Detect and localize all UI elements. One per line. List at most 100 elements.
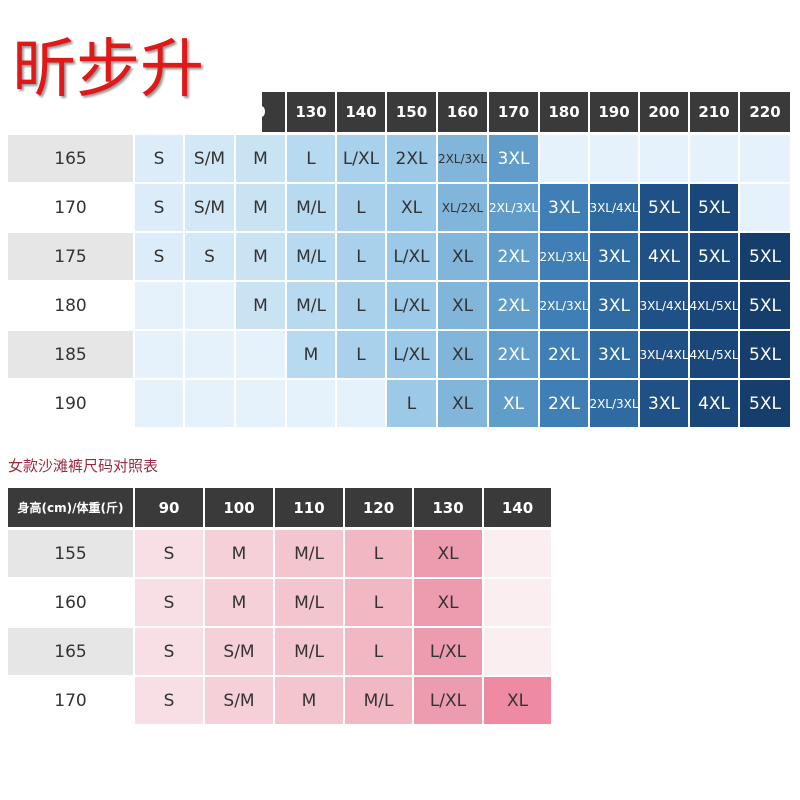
women-title: 女款沙滩裤尺码对照表 bbox=[8, 457, 159, 475]
men-size: 3XL bbox=[590, 282, 640, 331]
men-size: L bbox=[337, 184, 387, 233]
men-header-cell: 150 bbox=[387, 92, 438, 134]
men-size: M bbox=[236, 184, 287, 233]
women-header-cell: 120 bbox=[345, 488, 414, 529]
men-size: M bbox=[287, 331, 337, 380]
men-size: XL/2XL bbox=[438, 184, 489, 233]
women-size bbox=[484, 579, 553, 628]
women-header-cell: 130 bbox=[414, 488, 484, 529]
men-size bbox=[135, 331, 185, 380]
men-size: 2XL bbox=[540, 331, 590, 380]
men-size: M bbox=[236, 282, 287, 331]
women-size: M/L bbox=[345, 677, 414, 726]
men-size: 5XL bbox=[740, 233, 792, 282]
men-size: 5XL bbox=[740, 380, 792, 429]
men-size bbox=[740, 184, 792, 233]
men-size: 2XL/3XL bbox=[590, 380, 640, 429]
men-size: 2XL bbox=[489, 282, 540, 331]
men-size: L bbox=[337, 331, 387, 380]
women-size: L/XL bbox=[414, 628, 484, 677]
men-size: 2XL/3XL bbox=[489, 184, 540, 233]
men-size: XL bbox=[387, 184, 438, 233]
men-height: 180 bbox=[8, 282, 135, 331]
men-size bbox=[287, 380, 337, 429]
men-size: L bbox=[337, 233, 387, 282]
men-height: 185 bbox=[8, 331, 135, 380]
men-size: S bbox=[135, 184, 185, 233]
men-size: 3XL bbox=[540, 184, 590, 233]
men-size: 2XL bbox=[540, 380, 590, 429]
women-size: XL bbox=[484, 677, 553, 726]
women-size: L/XL bbox=[414, 677, 484, 726]
women-size: L bbox=[345, 579, 414, 628]
men-header-cell: 190 bbox=[590, 92, 640, 134]
women-height: 170 bbox=[8, 677, 135, 726]
men-size bbox=[690, 135, 740, 184]
women-height: 160 bbox=[8, 579, 135, 628]
men-size: L bbox=[337, 282, 387, 331]
men-size: M/L bbox=[287, 233, 337, 282]
men-size bbox=[135, 380, 185, 429]
men-size: M bbox=[236, 135, 287, 184]
men-size: L/XL bbox=[387, 331, 438, 380]
men-size: L/XL bbox=[387, 282, 438, 331]
men-size bbox=[236, 331, 287, 380]
men-size: S bbox=[185, 233, 236, 282]
men-header-cell: 210 bbox=[690, 92, 740, 134]
men-size: L/XL bbox=[387, 233, 438, 282]
men-size: 4XL bbox=[690, 380, 740, 429]
women-size: L bbox=[345, 628, 414, 677]
women-size bbox=[484, 530, 553, 579]
men-size: 3XL bbox=[590, 331, 640, 380]
men-size: 3XL bbox=[640, 380, 690, 429]
women-height: 165 bbox=[8, 628, 135, 677]
men-height: 175 bbox=[8, 233, 135, 282]
men-size: 3XL/4XL bbox=[640, 282, 690, 331]
men-size: M/L bbox=[287, 184, 337, 233]
men-size bbox=[590, 135, 640, 184]
men-size bbox=[185, 331, 236, 380]
men-size: 3XL/4XL bbox=[590, 184, 640, 233]
men-size: XL bbox=[438, 380, 489, 429]
men-size: 4XL/5XL bbox=[690, 282, 740, 331]
men-size: L bbox=[387, 380, 438, 429]
women-header-cell: 110 bbox=[275, 488, 345, 529]
women-size: S/M bbox=[205, 628, 275, 677]
women-size: S bbox=[135, 628, 205, 677]
men-size: 3XL bbox=[489, 135, 540, 184]
men-size bbox=[185, 380, 236, 429]
men-size: 3XL/4XL bbox=[640, 331, 690, 380]
men-height: 190 bbox=[8, 380, 135, 429]
men-header-cell: 170 bbox=[489, 92, 540, 134]
men-size bbox=[185, 282, 236, 331]
men-size: 2XL bbox=[489, 331, 540, 380]
men-size: 2XL bbox=[489, 233, 540, 282]
men-size: S/M bbox=[185, 135, 236, 184]
women-size: L bbox=[345, 530, 414, 579]
women-size: M/L bbox=[275, 530, 345, 579]
men-size: XL bbox=[438, 331, 489, 380]
men-height: 165 bbox=[8, 135, 135, 184]
men-size: XL bbox=[438, 282, 489, 331]
men-size bbox=[740, 135, 792, 184]
women-size: M bbox=[205, 530, 275, 579]
men-size: 5XL bbox=[690, 184, 740, 233]
women-size: S bbox=[135, 530, 205, 579]
women-size: XL bbox=[414, 579, 484, 628]
men-size: XL bbox=[489, 380, 540, 429]
men-header-cell: 220 bbox=[740, 92, 792, 134]
men-size: 3XL bbox=[590, 233, 640, 282]
men-size: XL bbox=[438, 233, 489, 282]
men-size: S bbox=[135, 233, 185, 282]
women-size: M/L bbox=[275, 628, 345, 677]
men-size: 5XL bbox=[690, 233, 740, 282]
women-size: M bbox=[275, 677, 345, 726]
men-header-cell: 140 bbox=[337, 92, 387, 134]
women-height: 155 bbox=[8, 530, 135, 579]
men-size bbox=[337, 380, 387, 429]
men-size: 2XL bbox=[387, 135, 438, 184]
men-header-cell: 160 bbox=[438, 92, 489, 134]
women-header-cell: 身高(cm)/体重(斤) bbox=[8, 488, 135, 529]
men-size: 2XL/3XL bbox=[540, 233, 590, 282]
men-size: 4XL/5XL bbox=[690, 331, 740, 380]
